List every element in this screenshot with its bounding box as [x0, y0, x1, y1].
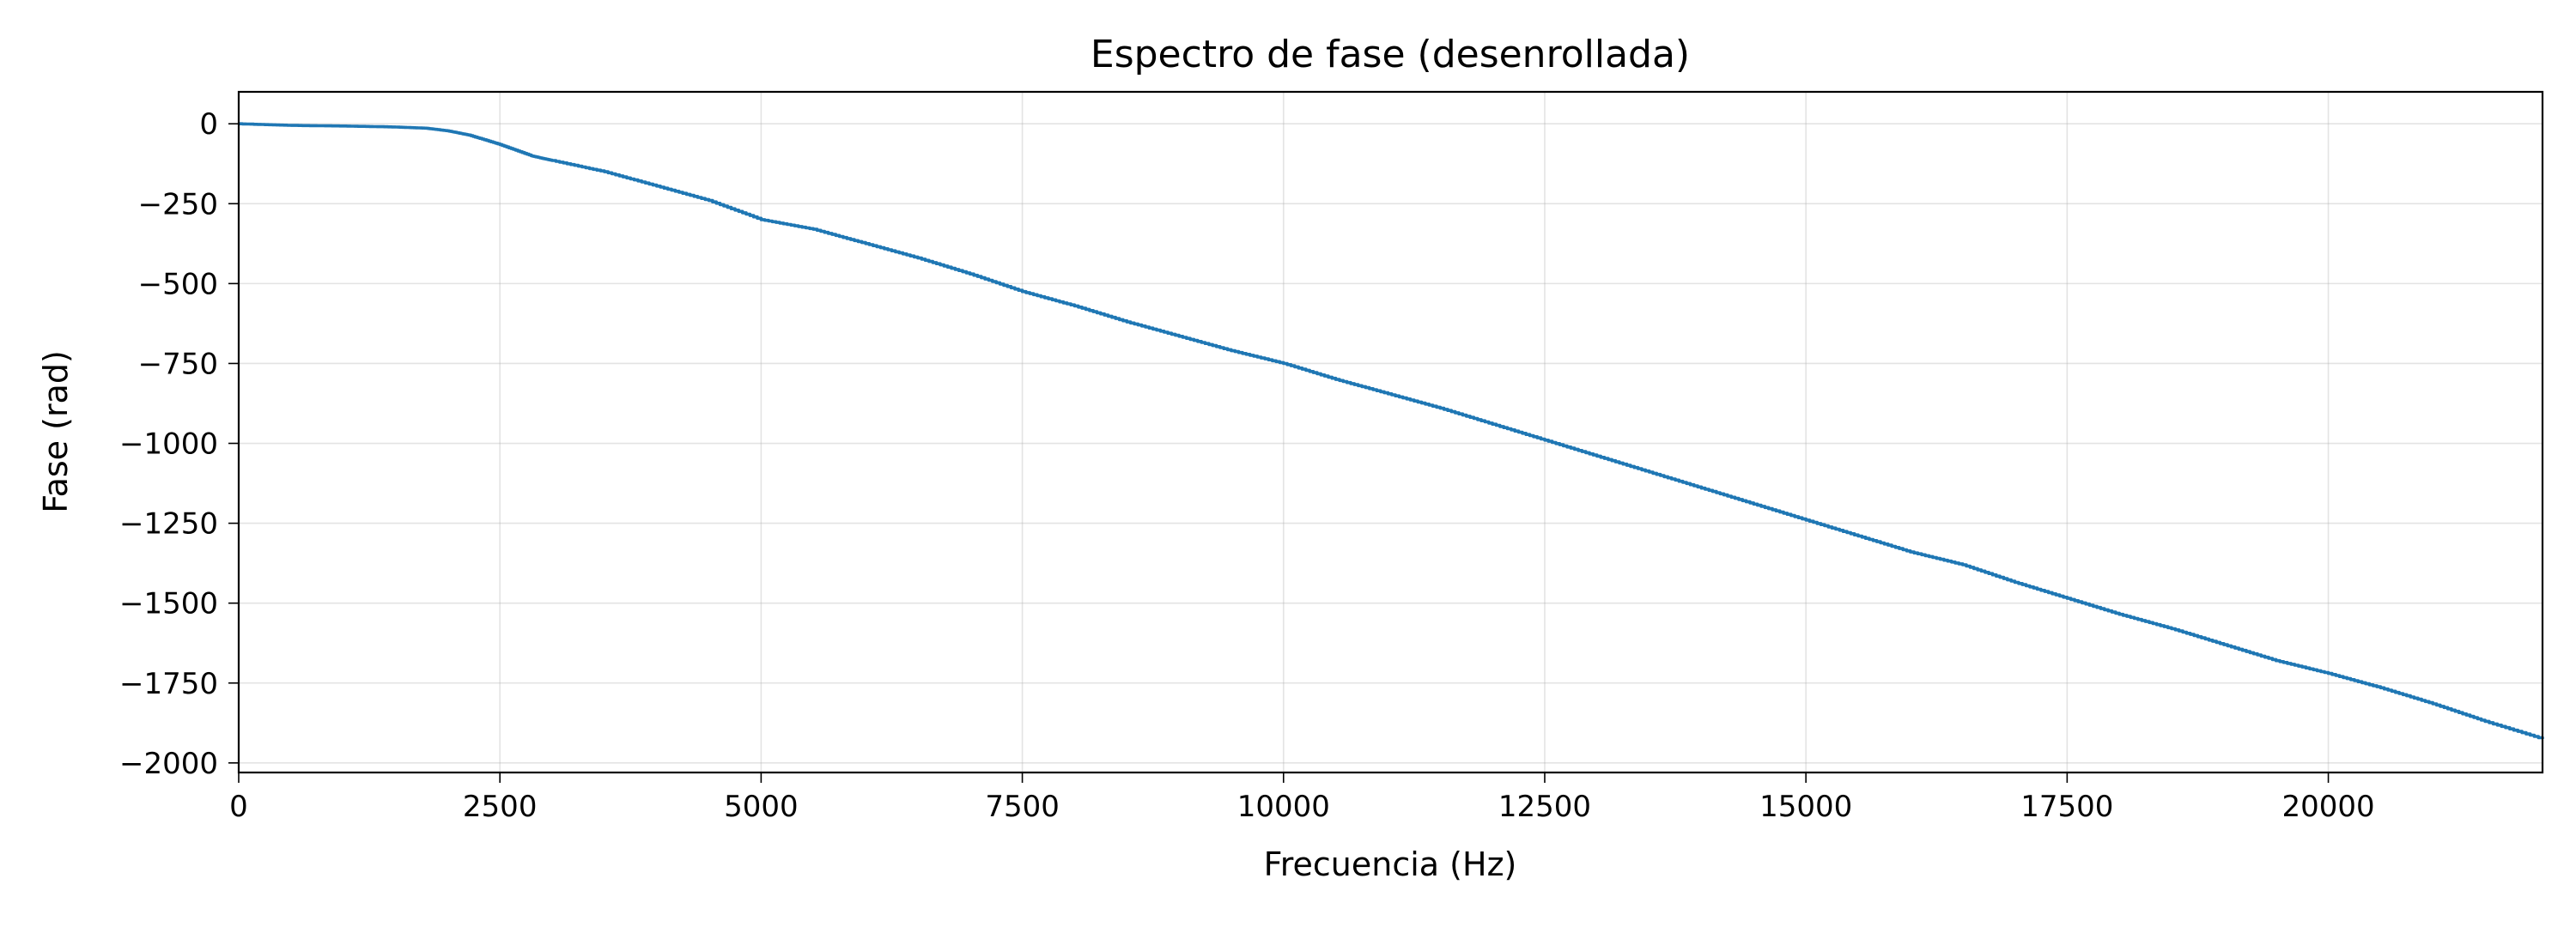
x-tick-label: 20000	[2281, 790, 2374, 824]
x-tick-label: 10000	[1237, 790, 1330, 824]
plot-frame	[237, 90, 2544, 774]
y-tick-label: −250	[138, 187, 218, 221]
y-tick-label: −2000	[119, 747, 218, 781]
x-tick-label: 7500	[985, 790, 1060, 824]
y-tick-label: −750	[138, 347, 218, 381]
y-tick-label: 0	[199, 107, 218, 142]
y-tick-label: −1750	[119, 667, 218, 701]
plot-area	[239, 122, 2544, 740]
y-tick-label: −1250	[119, 507, 218, 542]
y-tick-label: −1000	[119, 427, 218, 462]
y-axis: 0 −250 −500 −750 −1000 −1250 −1500 −1750 −2000	[119, 107, 239, 781]
y-axis-label: Fase (rad)	[37, 350, 75, 513]
x-axis: 0 2500 5000 7500 10000 12500 15000 17500 20000	[229, 772, 2375, 824]
y-tick-label: −500	[138, 267, 218, 301]
x-tick-label: 15000	[1759, 790, 1852, 824]
x-tick-label: 12500	[1498, 790, 1591, 824]
x-tick-label: 0	[229, 790, 248, 824]
phase-series-line	[239, 122, 2544, 740]
x-axis-label: Frecuencia (Hz)	[1264, 845, 1517, 883]
chart-title: Espectro de fase (desenrollada)	[1091, 33, 1690, 76]
x-tick-label: 2500	[463, 790, 538, 824]
x-tick-label: 17500	[2020, 790, 2113, 824]
y-tick-label: −1500	[119, 587, 218, 621]
x-tick-label: 5000	[724, 790, 799, 824]
grid-lines	[238, 92, 2543, 772]
